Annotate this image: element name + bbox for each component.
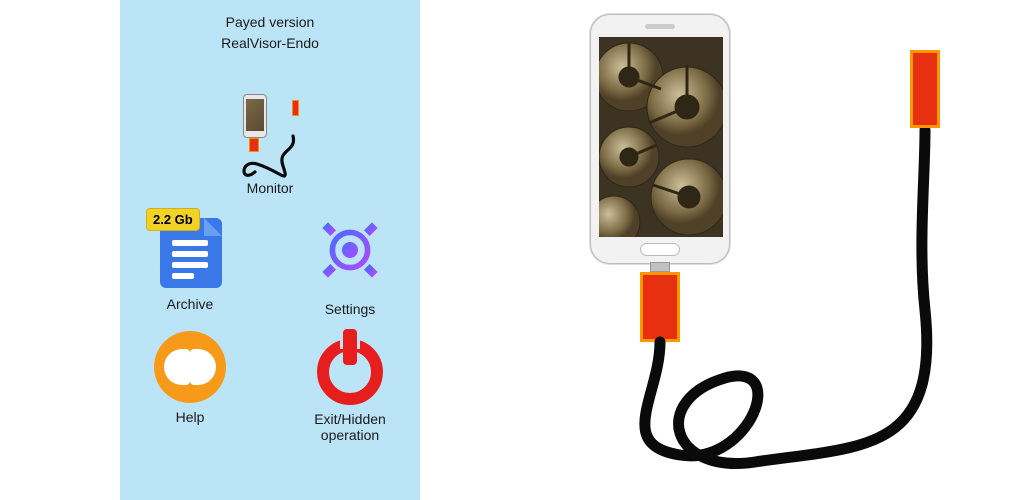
product-illustration — [520, 0, 1000, 500]
help-icon — [154, 331, 226, 403]
header-line2: RealVisor-Endo — [221, 33, 319, 54]
menu-item-exit[interactable]: Exit/Hidden operation — [295, 331, 405, 443]
app-header: Payed version RealVisor-Endo — [221, 12, 319, 54]
help-label: Help — [176, 409, 205, 425]
monitor-icon — [235, 94, 305, 174]
app-menu-panel: Payed version RealVisor-Endo Monitor 2.2… — [120, 0, 420, 500]
menu-item-archive[interactable]: 2.2 Gb Archive — [135, 210, 245, 317]
menu-item-settings[interactable]: Settings — [295, 210, 405, 317]
exit-label: Exit/Hidden operation — [295, 411, 405, 443]
menu-item-monitor[interactable]: Monitor — [215, 94, 325, 196]
power-icon — [313, 331, 387, 405]
menu-item-help[interactable]: Help — [135, 331, 245, 443]
settings-label: Settings — [325, 301, 376, 317]
header-line1: Payed version — [221, 12, 319, 33]
menu-row-1: 2.2 Gb Archive — [135, 210, 405, 317]
archive-icon: 2.2 Gb — [150, 210, 230, 290]
menu-row-2: Help Exit/Hidden operation — [135, 331, 405, 443]
gear-icon — [310, 210, 390, 295]
archive-label: Archive — [167, 296, 214, 312]
endoscope-camera-tip-icon — [910, 50, 940, 128]
archive-size-badge: 2.2 Gb — [146, 208, 200, 231]
